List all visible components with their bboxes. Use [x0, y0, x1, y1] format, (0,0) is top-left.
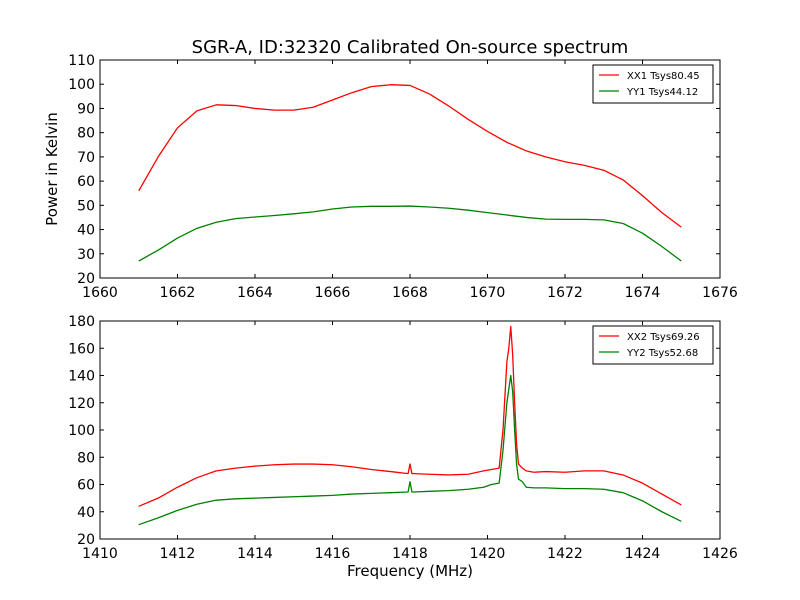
x-tick-label: 1676 [702, 285, 738, 301]
legend [592, 325, 714, 365]
figure-title: SGR-A, ID:32320 Calibrated On-source spe… [192, 37, 629, 58]
x-tick-label: 1422 [547, 546, 583, 562]
series-line-2 [138, 205, 682, 262]
legend-label: XX1 Tsys80.45 [627, 71, 700, 82]
y-tick-label: 140 [68, 369, 95, 385]
y-tick-label: 120 [68, 396, 95, 412]
y-tick-label: 50 [77, 198, 95, 214]
legend [592, 64, 714, 104]
x-tick-label: 1668 [392, 285, 428, 301]
x-tick-label: 1670 [470, 285, 506, 301]
legend-label: YY2 Tsys52.68 [626, 348, 698, 359]
y-tick-label: 90 [77, 101, 95, 117]
y-tick-label: 60 [77, 478, 95, 494]
x-tick-label: 1418 [392, 546, 428, 562]
x-tick-label: 1662 [160, 285, 196, 301]
x-axis-label: Frequency (MHz) [347, 562, 473, 580]
y-tick-label: 80 [77, 450, 95, 466]
x-tick-label: 1416 [315, 546, 351, 562]
series-line-1 [138, 84, 682, 228]
bottom-plot: 1410 1412 1414 1416 1418 1420 1422 1424 1426 20 40… [68, 314, 738, 580]
y-tick-label: 100 [68, 423, 95, 439]
y-tick-label: 40 [77, 505, 95, 521]
y-tick-label: 80 [77, 126, 95, 142]
y-tick-label: 30 [77, 247, 95, 263]
legend-label: XX2 Tsys69.26 [627, 332, 700, 343]
x-tick-label: 1664 [237, 285, 273, 301]
x-tick-label: 1666 [315, 285, 351, 301]
x-tick-label: 1412 [160, 546, 196, 562]
y-tick-label: 160 [68, 341, 95, 357]
y-tick-label: 70 [77, 150, 95, 166]
x-tick-label: 1674 [625, 285, 661, 301]
x-tick-label: 1420 [470, 546, 506, 562]
x-tick-label: 1414 [237, 546, 273, 562]
y-axis-label: Power in Kelvin [43, 112, 61, 226]
series-line-1 [138, 325, 682, 507]
y-tick-label: 60 [77, 174, 95, 190]
legend-label: YY1 Tsys44.12 [626, 87, 698, 98]
x-tick-label: 1410 [82, 546, 118, 562]
x-tick-label: 1424 [625, 546, 661, 562]
x-tick-label: 1660 [82, 285, 118, 301]
y-tick-label: 20 [77, 532, 95, 548]
top-plot: 1660 1662 1664 1666 1668 1670 1672 1674 1676 20 30… [43, 53, 738, 301]
y-tick-label: 20 [77, 271, 95, 287]
y-tick-label: 180 [68, 314, 95, 330]
y-tick-label: 100 [68, 77, 95, 93]
x-tick-label: 1426 [702, 546, 738, 562]
x-tick-label: 1672 [547, 285, 583, 301]
y-tick-label: 40 [77, 223, 95, 239]
y-tick-label: 110 [68, 53, 95, 69]
series-line-2 [138, 374, 682, 526]
